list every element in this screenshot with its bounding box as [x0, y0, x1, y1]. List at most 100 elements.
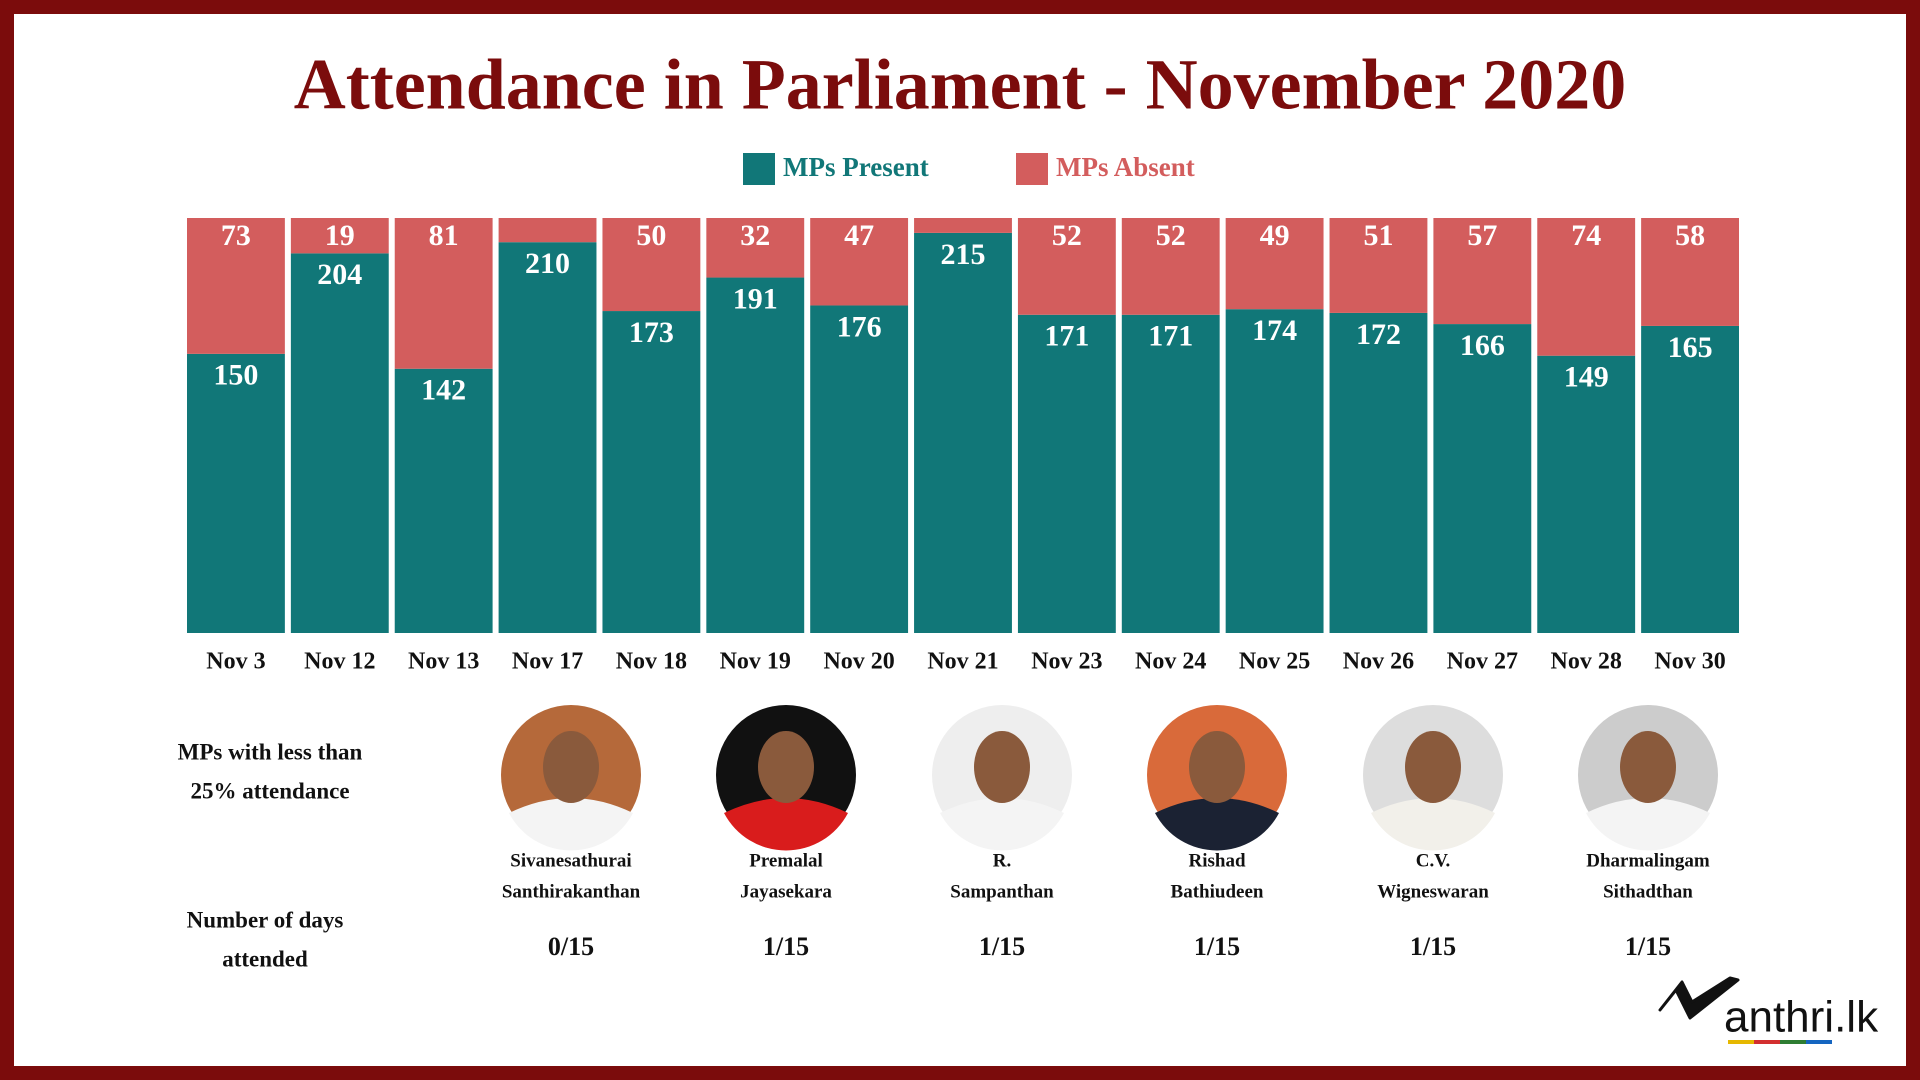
- photo-head: [1405, 731, 1461, 803]
- data-label: 49: [1260, 219, 1290, 252]
- x-tick-label: Nov 26: [1343, 649, 1414, 675]
- x-tick-label: Nov 25: [1239, 649, 1310, 675]
- data-label: 191: [733, 282, 778, 315]
- bar-segment: [706, 218, 805, 278]
- photo-head: [1189, 731, 1245, 803]
- bar-segment: [914, 218, 1012, 233]
- data-label: 150: [213, 359, 258, 392]
- bar-segment: [187, 353, 285, 633]
- x-tick-label: Nov 23: [1031, 649, 1102, 675]
- days-attended: 1/15: [1625, 932, 1671, 961]
- x-tick-label: Nov 27: [1447, 649, 1518, 675]
- logo-stripe: [1806, 1040, 1832, 1044]
- data-label: 204: [317, 258, 362, 291]
- mp-name: Jayasekara: [740, 881, 832, 902]
- x-tick-label: Nov 18: [616, 649, 687, 675]
- x-tick-label: Nov 19: [720, 649, 791, 675]
- data-label: 52: [1156, 219, 1186, 252]
- bar-segment: [394, 218, 493, 369]
- data-label: 74: [1571, 219, 1601, 252]
- data-label: 50: [636, 219, 666, 252]
- data-label: 171: [1148, 320, 1193, 353]
- data-label: 57: [1467, 219, 1497, 252]
- bar-segment: [706, 277, 805, 633]
- data-label: 47: [844, 219, 874, 252]
- x-tick-label: Nov 20: [823, 649, 894, 675]
- mp-name: Bathiudeen: [1171, 881, 1264, 902]
- mp-name: Premalal: [749, 850, 823, 871]
- days-attended: 0/15: [548, 932, 594, 961]
- bar-segment: [1017, 218, 1116, 315]
- bar-segment: [810, 218, 909, 306]
- data-label: 32: [740, 219, 770, 252]
- mp-name: Rishad: [1188, 850, 1245, 871]
- bar-segment: [602, 218, 701, 312]
- photo: [1147, 705, 1287, 851]
- bar-segment: [290, 253, 389, 633]
- days-attended: 1/15: [1194, 932, 1240, 961]
- mp-name: R.: [993, 850, 1011, 871]
- data-label: 215: [941, 238, 986, 271]
- bar-segment: [1537, 218, 1636, 356]
- data-label: 176: [837, 310, 882, 343]
- legend-label: MPs Absent: [1056, 152, 1195, 182]
- photo: [501, 705, 641, 851]
- logo-text: anthri.lk: [1724, 993, 1879, 1042]
- bar-segment: [394, 368, 493, 633]
- data-label: 52: [1052, 219, 1082, 252]
- bar-segment: [498, 242, 597, 634]
- bar-segment: [290, 218, 389, 254]
- data-label: 149: [1564, 361, 1609, 394]
- logo-stripe: [1728, 1040, 1754, 1044]
- mp-name: Santhirakanthan: [502, 881, 641, 902]
- x-tick-label: Nov 17: [512, 649, 583, 675]
- bar-segment: [1121, 218, 1220, 315]
- bar-segment: [1433, 324, 1532, 633]
- data-label: 171: [1044, 320, 1089, 353]
- bar-segment: [1641, 325, 1739, 633]
- mp-name: Dharmalingam: [1586, 850, 1710, 871]
- mp-name: Sivanesathurai: [510, 850, 631, 871]
- section-label: attended: [222, 946, 308, 971]
- x-tick-label: Nov 21: [927, 649, 998, 675]
- mp-name: C.V.: [1416, 850, 1451, 871]
- bar-segment: [602, 311, 701, 633]
- mp-name: Sithadthan: [1603, 881, 1693, 902]
- bar-segment: [1121, 314, 1220, 633]
- data-label: 142: [421, 374, 466, 407]
- section-label: Number of days: [187, 907, 344, 932]
- data-label: 51: [1363, 219, 1393, 252]
- photo-body: [509, 798, 633, 851]
- x-tick-label: Nov 13: [408, 649, 479, 675]
- data-label: 73: [221, 219, 251, 252]
- bar-segment: [1641, 218, 1739, 326]
- data-label: 174: [1252, 314, 1297, 347]
- days-attended: 1/15: [1410, 932, 1456, 961]
- data-label: 173: [629, 316, 674, 349]
- photo: [1363, 705, 1503, 851]
- data-label: 172: [1356, 318, 1401, 351]
- bar-segment: [1017, 314, 1116, 633]
- photo-body: [940, 798, 1064, 851]
- section-label: 25% attendance: [190, 778, 349, 803]
- legend-swatch: [1016, 153, 1048, 185]
- days-attended: 1/15: [979, 932, 1025, 961]
- bar-segment: [1329, 218, 1428, 313]
- bar-segment: [498, 218, 597, 243]
- legend-swatch: [743, 153, 775, 185]
- photo-body: [1371, 798, 1495, 851]
- x-tick-label: Nov 30: [1654, 649, 1725, 675]
- bar-segment: [1433, 218, 1532, 325]
- bar-segment: [914, 232, 1012, 634]
- photo: [932, 705, 1072, 851]
- data-label: 19: [325, 219, 355, 252]
- data-label: 165: [1668, 331, 1713, 364]
- photo-head: [1620, 731, 1676, 803]
- days-attended: 1/15: [763, 932, 809, 961]
- bar-segment: [810, 305, 909, 633]
- photo: [716, 705, 856, 851]
- photo-body: [724, 798, 848, 851]
- bar-segment: [1537, 355, 1636, 633]
